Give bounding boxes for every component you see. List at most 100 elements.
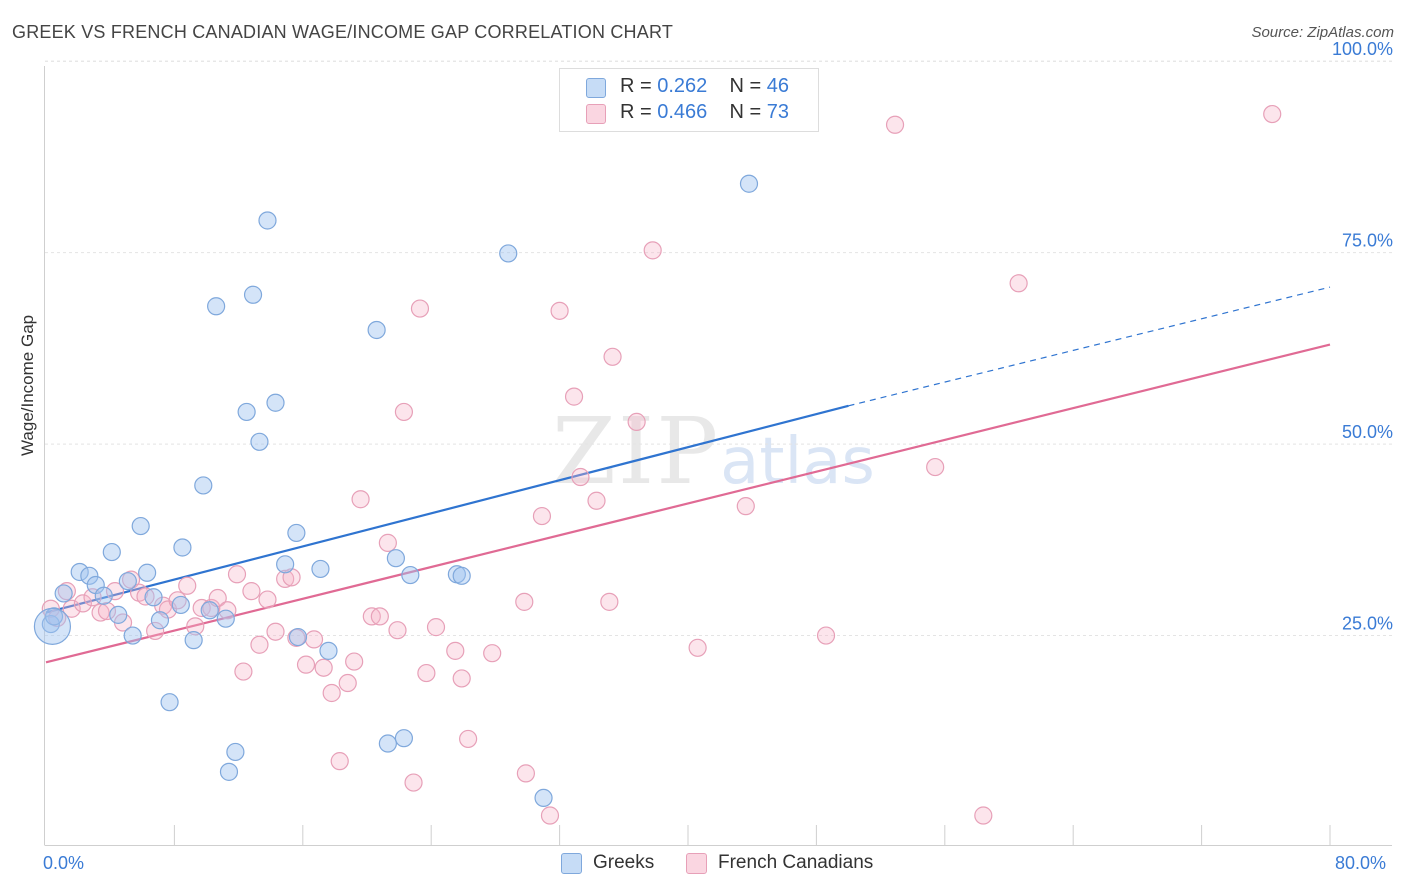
greeks-point — [138, 563, 157, 582]
greeks-point — [80, 566, 99, 585]
greeks-point — [266, 393, 285, 412]
french-point — [378, 533, 397, 552]
greeks-trend-line — [45, 404, 849, 614]
french-point — [322, 683, 341, 703]
french-point — [446, 641, 465, 660]
greeks-point — [276, 555, 295, 574]
french-point — [345, 652, 364, 671]
french-point — [600, 592, 619, 611]
french-n-value: 73 — [766, 101, 790, 123]
y-tick-label-100: 100.0% — [1332, 39, 1393, 59]
french-trend-line — [45, 343, 1331, 664]
french-legend-swatch — [686, 853, 707, 874]
greeks-point — [123, 626, 142, 645]
greeks-r-value: 0.262 — [657, 75, 708, 97]
greeks-point — [171, 595, 190, 615]
french-point — [587, 491, 606, 510]
french-point — [276, 569, 295, 588]
french-point — [410, 299, 430, 318]
french-point — [459, 729, 478, 749]
greeks-point — [394, 729, 414, 748]
french-point — [304, 630, 324, 649]
french-point — [287, 628, 306, 647]
french-point — [314, 658, 333, 677]
greeks-point — [207, 297, 226, 316]
greeks-point — [739, 174, 759, 193]
french-point — [564, 387, 584, 406]
greeks-point — [319, 641, 338, 660]
greeks-point — [200, 601, 219, 620]
french-r-label: R = — [620, 101, 652, 123]
greeks-point — [54, 584, 73, 603]
french-point — [550, 301, 569, 320]
greeks-point — [160, 693, 179, 712]
greeks-point — [311, 559, 330, 579]
french-r-value: 0.466 — [657, 101, 708, 123]
greeks-point — [401, 565, 420, 585]
greeks-point — [216, 609, 235, 628]
french-swatch — [586, 104, 606, 124]
french-point — [417, 663, 436, 683]
french-point — [73, 594, 93, 613]
y-tick-label-75: 75.0% — [1342, 231, 1393, 251]
french-point — [178, 576, 197, 595]
greeks-point — [288, 627, 308, 647]
french-point — [250, 635, 269, 654]
french-point — [1263, 104, 1282, 124]
french-point — [885, 115, 905, 134]
y-tick-label-50: 50.0% — [1342, 422, 1393, 442]
y-tick-label-25: 25.0% — [1342, 614, 1393, 634]
french-point — [643, 241, 662, 260]
french-point — [516, 764, 535, 783]
french-point — [186, 617, 205, 636]
greeks-point — [194, 476, 213, 495]
greeks-point — [243, 285, 263, 304]
french-point — [974, 806, 993, 825]
greeks-point — [499, 244, 518, 263]
greeks-legend-swatch — [561, 853, 582, 874]
greeks-point — [150, 611, 170, 630]
french-point — [627, 412, 646, 431]
french-point — [404, 773, 423, 792]
greeks-point — [237, 402, 256, 422]
greeks-point — [250, 432, 269, 451]
greeks-point — [219, 762, 239, 781]
greeks-swatch — [586, 78, 606, 98]
stats-legend: R = 0.262 N = 46 R = 0.466 N = 73 — [559, 68, 819, 132]
french-point — [515, 592, 534, 611]
y-axis-label: Wage/Income Gap — [18, 314, 37, 456]
french-point — [330, 752, 349, 771]
greeks-point — [131, 516, 150, 536]
french-point — [603, 347, 622, 366]
x-tick-label-max: 80.0% — [1335, 853, 1387, 873]
greeks-point — [386, 549, 405, 568]
greeks-point — [173, 538, 192, 557]
french-point — [296, 655, 316, 674]
french-point — [926, 457, 945, 477]
greeks-point — [258, 211, 277, 230]
french-point — [388, 621, 407, 640]
french-point — [394, 402, 414, 422]
greeks-point — [109, 605, 128, 624]
greeks-point — [287, 523, 306, 543]
greeks-n-value: 46 — [766, 75, 790, 97]
french-point — [57, 582, 76, 601]
watermark: ZIPatlas — [552, 398, 875, 505]
greeks-point — [94, 586, 113, 605]
greeks-point — [378, 734, 397, 753]
greeks-point — [452, 566, 471, 585]
french-point — [338, 673, 357, 693]
french-point — [266, 622, 285, 641]
greeks-point — [144, 588, 163, 607]
french-point — [97, 601, 117, 621]
greeks-point — [118, 572, 137, 591]
greeks-trend-extension — [848, 286, 1331, 407]
french-point — [258, 590, 277, 609]
greeks-point-large — [33, 607, 72, 645]
french-point — [452, 669, 471, 688]
french-point — [242, 582, 261, 601]
french-point — [736, 497, 755, 516]
watermark-zip: ZIP — [552, 398, 721, 505]
french-point — [540, 806, 560, 825]
source-label: Source: ZipAtlas.com — [1251, 24, 1394, 41]
